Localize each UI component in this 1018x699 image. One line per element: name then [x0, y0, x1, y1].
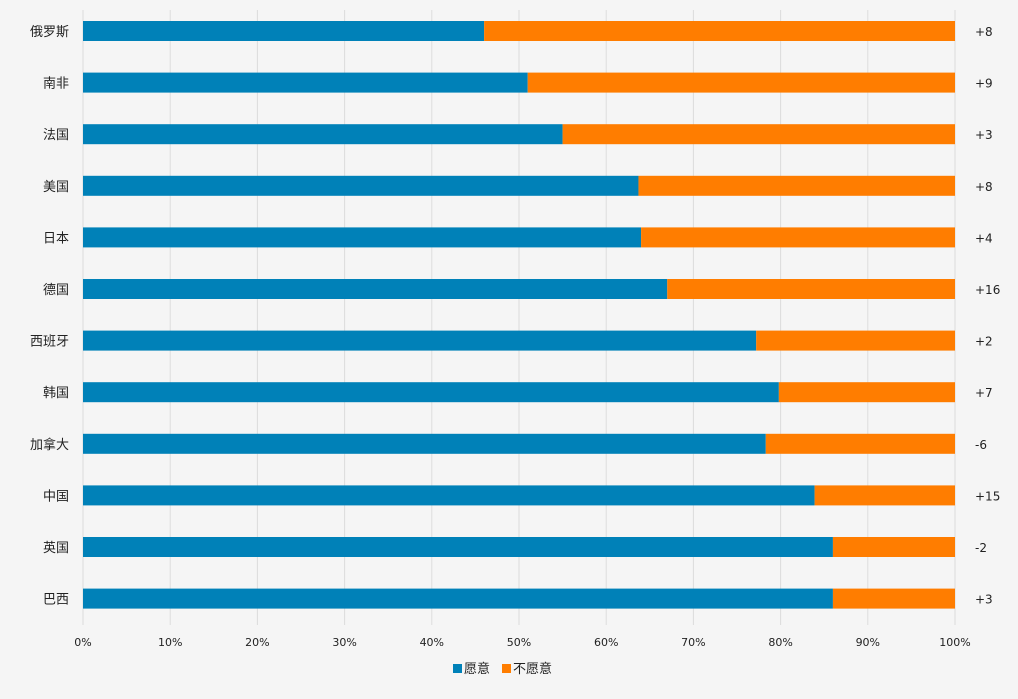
category-label: 巴西 — [43, 593, 69, 608]
bar-unwilling — [832, 537, 955, 557]
bar-unwilling — [562, 124, 955, 145]
category-label: 加拿大 — [30, 437, 69, 453]
bar-willing — [83, 279, 668, 299]
bar-willing — [83, 175, 639, 196]
change-label: +8 — [975, 180, 993, 194]
category-label: 德国 — [43, 283, 69, 298]
bar-willing — [83, 21, 485, 41]
change-label: +9 — [975, 77, 993, 91]
bars-layer — [83, 21, 955, 609]
x-tick-label: 10% — [158, 636, 182, 649]
x-tick-label: 90% — [856, 636, 880, 649]
category-label: 西班牙 — [30, 335, 69, 350]
legend-swatch-unwilling — [502, 664, 511, 673]
change-labels: +8 +9 +3 +8 +4 +16 +2 +7 -6 +15 -2 +3 — [975, 25, 1000, 607]
x-tick-label: 40% — [420, 636, 444, 649]
bar-willing — [83, 382, 779, 403]
change-label: +16 — [975, 283, 1000, 297]
bar-unwilling — [641, 227, 955, 248]
bar-unwilling — [765, 433, 955, 454]
bar-unwilling — [638, 175, 955, 196]
change-label: +2 — [975, 335, 993, 349]
grid-layer — [82, 10, 956, 625]
change-label: +8 — [975, 25, 993, 39]
change-label: +3 — [975, 593, 993, 607]
bar-willing — [83, 433, 766, 454]
x-tick-label: 80% — [768, 636, 792, 649]
bar-unwilling — [832, 588, 955, 609]
x-tick-label: 0% — [74, 636, 91, 649]
change-label: -2 — [975, 541, 987, 555]
change-label: +15 — [975, 489, 1000, 503]
bar-unwilling — [667, 279, 955, 299]
x-axis-tick-labels: 0% 10% 20% 30% 40% 50% 60% 70% 80% 90% 100% — [74, 636, 970, 649]
category-label: 南非 — [43, 76, 69, 92]
change-label: +7 — [975, 386, 993, 400]
category-label: 法国 — [43, 128, 69, 143]
bar-willing — [83, 588, 833, 609]
bar-willing — [83, 330, 757, 351]
x-tick-label: 50% — [507, 636, 531, 649]
legend-label-willing: 愿意 — [464, 661, 490, 677]
bar-unwilling — [778, 382, 955, 403]
change-label: +4 — [975, 231, 993, 245]
x-tick-label: 30% — [332, 636, 356, 649]
bar-willing — [83, 124, 563, 145]
bar-willing — [83, 537, 833, 557]
category-label: 俄罗斯 — [30, 25, 69, 40]
legend-swatch-willing — [453, 664, 462, 673]
legend: 愿意 不愿意 — [453, 661, 552, 677]
change-label: -6 — [975, 438, 987, 452]
category-label: 中国 — [43, 489, 69, 504]
bar-unwilling — [814, 485, 955, 506]
legend-label-unwilling: 不愿意 — [513, 661, 552, 677]
x-tick-label: 20% — [245, 636, 269, 649]
bar-unwilling — [756, 330, 955, 351]
x-tick-label: 60% — [594, 636, 618, 649]
category-label: 韩国 — [43, 386, 69, 401]
bar-unwilling — [527, 72, 955, 93]
bar-willing — [83, 72, 528, 93]
x-tick-label: 70% — [681, 636, 705, 649]
bar-willing — [83, 485, 815, 506]
x-tick-label: 100% — [939, 636, 970, 649]
bar-willing — [83, 227, 642, 248]
category-label: 英国 — [43, 541, 69, 556]
category-label: 日本 — [43, 231, 69, 246]
category-label: 美国 — [43, 180, 69, 195]
change-label: +3 — [975, 128, 993, 142]
bar-unwilling — [484, 21, 955, 41]
